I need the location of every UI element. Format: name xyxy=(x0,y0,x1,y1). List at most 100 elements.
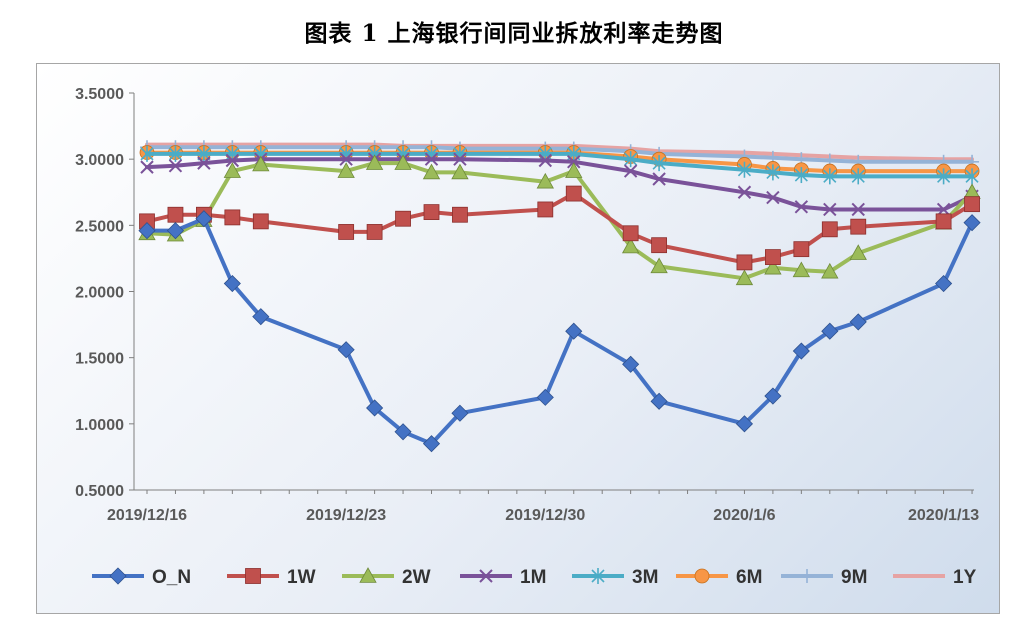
series-line-1w xyxy=(145,191,974,265)
legend-label: 1W xyxy=(287,567,316,588)
marker-stroke xyxy=(339,152,353,166)
marker-stroke xyxy=(823,202,837,217)
legend-label: 3M xyxy=(632,567,658,588)
x-tick-label: 2019/12/30 xyxy=(505,507,585,524)
data-point-2w xyxy=(849,244,867,260)
data-point-2w xyxy=(337,162,355,178)
data-point-o-n xyxy=(821,322,839,340)
y-tick-label: 1.0000 xyxy=(75,417,124,434)
legend-item-6m[interactable]: 6M xyxy=(676,567,762,588)
data-point-1m xyxy=(766,190,780,205)
legend-item-o-n[interactable]: O_N xyxy=(92,567,191,588)
data-point-1w xyxy=(651,237,667,254)
data-point-1m xyxy=(424,152,439,166)
y-tick-label: 2.5000 xyxy=(75,218,124,235)
data-point-1m xyxy=(652,172,666,186)
marker-stroke xyxy=(936,202,951,217)
data-point-2w xyxy=(565,162,583,178)
marker-stroke xyxy=(652,172,666,186)
data-point-1w xyxy=(565,185,582,202)
legend-marker xyxy=(245,568,261,584)
legend-item-1y[interactable]: 1Y xyxy=(893,567,977,588)
data-point-1w xyxy=(821,221,838,238)
data-point-1w xyxy=(765,249,781,265)
data-point-2w xyxy=(536,172,554,189)
data-point-1w xyxy=(935,213,952,230)
legend-label: 1Y xyxy=(953,567,977,588)
data-point-1w xyxy=(167,206,184,223)
legend-label: O_N xyxy=(152,567,191,588)
data-point-1m xyxy=(936,202,951,217)
data-point-2w xyxy=(451,163,469,180)
x-tick-label: 2019/12/16 xyxy=(107,507,187,524)
marker-stroke xyxy=(225,153,240,168)
data-point-3m xyxy=(794,167,808,184)
data-point-o-n xyxy=(422,435,441,453)
legend-item-3m[interactable]: 3M xyxy=(572,567,658,588)
data-point-o-n xyxy=(252,308,270,326)
data-point-o-n xyxy=(622,355,640,373)
data-point-3m xyxy=(851,168,865,185)
legend-marker xyxy=(694,568,710,584)
data-point-o-n xyxy=(849,313,867,331)
data-point-o-n xyxy=(764,387,782,405)
legend-item-9m[interactable]: 9M xyxy=(781,567,867,588)
marker-stroke xyxy=(766,190,780,205)
data-point-2w xyxy=(792,261,811,278)
data-point-o-n xyxy=(337,341,355,359)
legend-label: 1M xyxy=(520,567,546,588)
data-point-1w xyxy=(423,204,440,221)
data-point-o-n xyxy=(195,210,213,228)
legend-marker xyxy=(800,569,814,583)
data-point-o-n xyxy=(792,342,810,360)
data-point-2w xyxy=(252,155,270,172)
data-point-1m xyxy=(794,200,809,214)
data-point-1w xyxy=(338,224,355,240)
series-1w xyxy=(139,185,980,271)
y-tick-label: 3.5000 xyxy=(75,86,124,103)
marker-stroke xyxy=(453,152,467,166)
legend-item-2w[interactable]: 2W xyxy=(342,567,431,588)
data-point-2w xyxy=(223,162,242,178)
data-point-2w xyxy=(821,262,839,279)
data-point-2w xyxy=(394,154,412,170)
data-point-3m xyxy=(823,168,837,185)
data-point-1w xyxy=(224,209,241,226)
data-point-2w xyxy=(764,258,782,275)
data-point-3m xyxy=(766,164,780,181)
marker-stroke xyxy=(168,159,183,173)
data-point-2w xyxy=(422,163,441,180)
data-point-2w xyxy=(650,257,668,274)
data-point-1w xyxy=(793,241,810,258)
legend-item-1m[interactable]: 1M xyxy=(460,567,546,588)
series-o-n xyxy=(138,210,981,453)
legend-item-1w[interactable]: 1W xyxy=(227,567,316,588)
data-point-o-n xyxy=(166,222,185,240)
chart-area: 3.5000 3.0000 2.5000 2.0000 1.5000 1.0000 0.50… xyxy=(36,63,1000,614)
data-point-1w xyxy=(452,206,468,223)
data-point-3m xyxy=(624,151,638,168)
y-tick-label: 3.0000 xyxy=(75,152,124,169)
marker-stroke xyxy=(424,152,439,166)
marker-stroke xyxy=(567,155,581,169)
data-point-2w xyxy=(365,154,384,170)
data-point-1m xyxy=(567,155,581,169)
chart-title: 图表 1 上海银行间同业拆放利率走势图 xyxy=(304,20,724,47)
data-point-1w xyxy=(395,210,411,227)
data-point-1m xyxy=(225,153,240,168)
marker-stroke xyxy=(851,202,865,217)
data-point-1w xyxy=(252,213,269,230)
legend-label: 6M xyxy=(736,567,762,588)
series-line-o-n xyxy=(145,216,974,446)
data-point-1m xyxy=(453,152,467,166)
data-point-1m xyxy=(168,159,183,173)
marker-stroke xyxy=(794,200,809,214)
data-point-1w xyxy=(366,224,383,240)
data-point-1m xyxy=(339,152,353,166)
marker-stroke xyxy=(737,185,752,199)
marker-stroke xyxy=(538,153,553,168)
legend-marker xyxy=(591,568,605,584)
data-point-1m xyxy=(737,185,752,199)
data-point-o-n xyxy=(223,274,241,293)
data-point-1w xyxy=(850,218,867,235)
